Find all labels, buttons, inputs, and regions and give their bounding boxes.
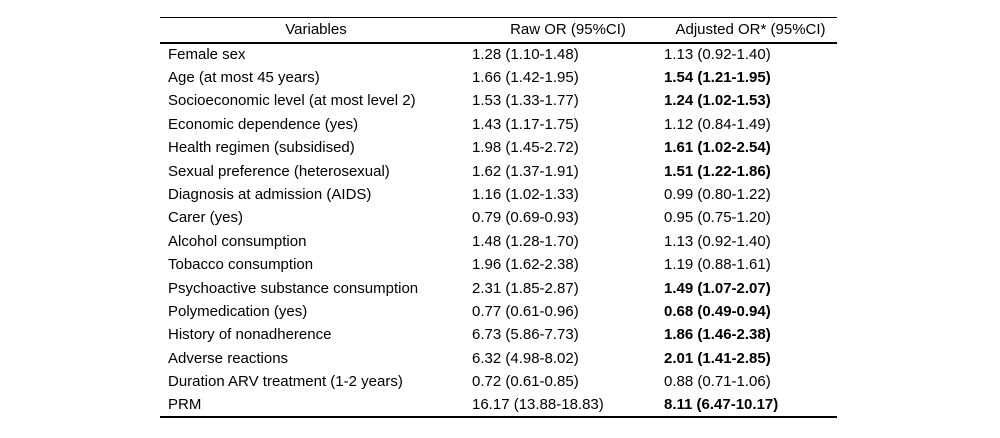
raw-or-cell: 1.28 (1.10-1.48) bbox=[472, 46, 579, 64]
raw-or-cell: 0.79 (0.69-0.93) bbox=[472, 209, 579, 227]
variable-cell: Economic dependence (yes) bbox=[168, 115, 359, 133]
adjusted-or-cell: 0.95 (0.75-1.20) bbox=[664, 209, 771, 227]
table-row: Socioeconomic level (at most level 2) 1.… bbox=[160, 89, 837, 112]
table-row: Tobacco consumption 1.96 (1.62-2.38) 1.1… bbox=[160, 253, 837, 276]
variable-cell: Psychoactive substance consumption bbox=[168, 279, 419, 297]
adjusted-or-cell: 1.13 (0.92-1.40) bbox=[664, 46, 771, 64]
variable-cell: Carer (yes) bbox=[168, 209, 244, 227]
table-row: Diagnosis at admission (AIDS) 1.16 (1.02… bbox=[160, 183, 837, 206]
adjusted-or-cell: 1.54 (1.21-1.95) bbox=[664, 69, 771, 87]
adjusted-or-cell: 8.11 (6.47-10.17) bbox=[664, 396, 779, 414]
column-header-variables: Variables bbox=[285, 21, 347, 39]
raw-or-cell: 1.48 (1.28-1.70) bbox=[472, 232, 579, 250]
adjusted-or-cell: 1.61 (1.02-2.54) bbox=[664, 139, 771, 157]
variable-cell: Duration ARV treatment (1-2 years) bbox=[168, 373, 403, 391]
variable-cell: Health regimen (subsidised) bbox=[168, 139, 355, 157]
variable-cell: PRM bbox=[168, 396, 202, 414]
variable-cell: History of nonadherence bbox=[168, 326, 332, 344]
variable-cell: Polymedication (yes) bbox=[168, 302, 308, 320]
table-row: Alcohol consumption 1.48 (1.28-1.70) 1.1… bbox=[160, 230, 837, 253]
adjusted-or-cell: 2.01 (1.41-2.85) bbox=[664, 349, 771, 367]
table-row: Health regimen (subsidised) 1.98 (1.45-2… bbox=[160, 136, 837, 159]
table-row: Psychoactive substance consumption 2.31 … bbox=[160, 276, 837, 299]
table-row: Economic dependence (yes) 1.43 (1.17-1.7… bbox=[160, 113, 837, 136]
table-row: Adverse reactions 6.32 (4.98-8.02) 2.01 … bbox=[160, 347, 837, 370]
adjusted-or-cell: 0.99 (0.80-1.22) bbox=[664, 186, 771, 204]
variable-cell: Diagnosis at admission (AIDS) bbox=[168, 186, 372, 204]
variable-cell: Adverse reactions bbox=[168, 349, 289, 367]
adjusted-or-cell: 1.19 (0.88-1.61) bbox=[664, 256, 771, 274]
adjusted-or-cell: 1.13 (0.92-1.40) bbox=[664, 232, 771, 250]
variable-cell: Sexual preference (heterosexual) bbox=[168, 162, 390, 180]
table-row: PRM 16.17 (13.88-18.83) 8.11 (6.47-10.17… bbox=[160, 393, 837, 416]
variable-cell: Age (at most 45 years) bbox=[168, 69, 320, 87]
raw-or-cell: 1.16 (1.02-1.33) bbox=[472, 186, 579, 204]
raw-or-cell: 0.77 (0.61-0.96) bbox=[472, 302, 579, 320]
odds-ratio-table: Variables Raw OR (95%CI) Adjusted OR* (9… bbox=[160, 17, 837, 418]
raw-or-cell: 16.17 (13.88-18.83) bbox=[472, 396, 604, 414]
raw-or-cell: 0.72 (0.61-0.85) bbox=[472, 373, 579, 391]
variable-cell: Socioeconomic level (at most level 2) bbox=[168, 92, 416, 110]
raw-or-cell: 1.43 (1.17-1.75) bbox=[472, 115, 579, 133]
table-row: Carer (yes) 0.79 (0.69-0.93) 0.95 (0.75-… bbox=[160, 206, 837, 229]
variable-cell: Tobacco consumption bbox=[168, 256, 314, 274]
table-row: History of nonadherence 6.73 (5.86-7.73)… bbox=[160, 323, 837, 346]
odds-ratio-table-grid: Variables Raw OR (95%CI) Adjusted OR* (9… bbox=[160, 17, 837, 418]
variable-cell: Alcohol consumption bbox=[168, 232, 307, 250]
adjusted-or-cell: 0.68 (0.49-0.94) bbox=[664, 302, 771, 320]
raw-or-cell: 6.73 (5.86-7.73) bbox=[472, 326, 579, 344]
raw-or-cell: 1.96 (1.62-2.38) bbox=[472, 256, 579, 274]
adjusted-or-cell: 0.88 (0.71-1.06) bbox=[664, 373, 771, 391]
column-header-raw-or: Raw OR (95%CI) bbox=[510, 21, 626, 39]
table-row: Female sex 1.28 (1.10-1.48) 1.13 (0.92-1… bbox=[160, 43, 837, 66]
raw-or-cell: 1.66 (1.42-1.95) bbox=[472, 69, 579, 87]
raw-or-cell: 1.53 (1.33-1.77) bbox=[472, 92, 579, 110]
table-header-row: Variables Raw OR (95%CI) Adjusted OR* (9… bbox=[160, 17, 837, 43]
variable-cell: Female sex bbox=[168, 46, 246, 64]
raw-or-cell: 6.32 (4.98-8.02) bbox=[472, 349, 579, 367]
table-row: Polymedication (yes) 0.77 (0.61-0.96) 0.… bbox=[160, 300, 837, 323]
raw-or-cell: 1.62 (1.37-1.91) bbox=[472, 162, 579, 180]
adjusted-or-cell: 1.24 (1.02-1.53) bbox=[664, 92, 771, 110]
raw-or-cell: 2.31 (1.85-2.87) bbox=[472, 279, 579, 297]
adjusted-or-cell: 1.86 (1.46-2.38) bbox=[664, 326, 771, 344]
table-row: Sexual preference (heterosexual) 1.62 (1… bbox=[160, 159, 837, 182]
table-row: Duration ARV treatment (1-2 years) 0.72 … bbox=[160, 370, 837, 393]
column-header-adjusted-or: Adjusted OR* (95%CI) bbox=[675, 21, 826, 39]
raw-or-cell: 1.98 (1.45-2.72) bbox=[472, 139, 579, 157]
adjusted-or-cell: 1.49 (1.07-2.07) bbox=[664, 279, 771, 297]
adjusted-or-cell: 1.12 (0.84-1.49) bbox=[664, 115, 771, 133]
adjusted-or-cell: 1.51 (1.22-1.86) bbox=[664, 162, 771, 180]
table-row: Age (at most 45 years) 1.66 (1.42-1.95) … bbox=[160, 66, 837, 89]
